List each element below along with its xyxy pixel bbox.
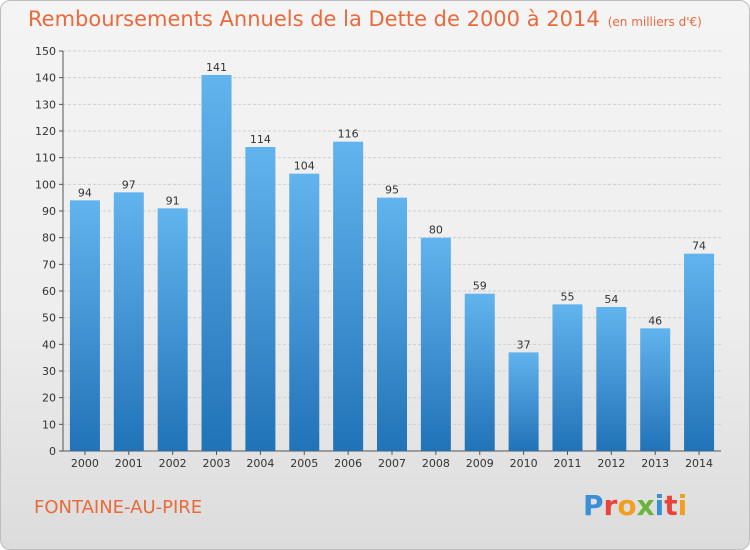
bar (289, 173, 320, 451)
bar (464, 293, 495, 451)
x-tick-label: 2014 (685, 457, 713, 470)
logo-letter: r (603, 489, 618, 522)
data-label: 116 (338, 128, 359, 141)
bar (596, 307, 627, 451)
x-tick-label: 2012 (597, 457, 625, 470)
chart-title-text: Remboursements Annuels de la Dette de 20… (28, 7, 600, 31)
bar (420, 237, 451, 451)
logo-letter: i (677, 489, 688, 522)
y-tick-label: 150 (35, 45, 56, 58)
x-tick-label: 2004 (246, 457, 274, 470)
logo-letter: i (654, 489, 665, 522)
bars (69, 75, 715, 452)
x-tick-label: 2003 (203, 457, 231, 470)
x-tick-label: 2007 (378, 457, 406, 470)
data-label: 91 (166, 194, 180, 207)
data-label: 104 (294, 160, 315, 173)
chart-subtitle: (en milliers d'€) (607, 15, 702, 29)
data-label: 95 (385, 184, 399, 197)
y-tick-label: 30 (42, 365, 56, 378)
proxiti-logo: Proxiti (583, 489, 687, 522)
data-label: 141 (206, 61, 227, 74)
data-label: 74 (692, 240, 706, 253)
y-tick-label: 20 (42, 392, 56, 405)
logo-letter: x (636, 489, 655, 522)
x-tick-label: 2001 (115, 457, 143, 470)
bar (157, 208, 188, 451)
y-tick-label: 50 (42, 312, 56, 325)
labels: 94 97 91 141 114 104 116 95 80 59 37 55 54 46 74 (78, 61, 706, 351)
data-label: 114 (250, 133, 271, 146)
data-label: 55 (560, 290, 574, 303)
x-tick-label: 2013 (641, 457, 669, 470)
x-tick-label: 2006 (334, 457, 362, 470)
y-tick-label: 110 (35, 152, 56, 165)
y-tick-label: 40 (42, 338, 56, 351)
y-tick-label: 10 (42, 418, 56, 431)
bar (640, 328, 671, 451)
y-tick-label: 120 (35, 125, 56, 138)
logo-letter: o (617, 489, 637, 522)
data-label: 97 (122, 178, 136, 191)
x-tick-label: 2000 (71, 457, 99, 470)
bar (69, 200, 100, 451)
bar (245, 147, 276, 451)
bar (684, 253, 715, 451)
bar (201, 75, 232, 451)
y-tick-label: 0 (49, 445, 56, 458)
axes: 0 10 20 30 40 50 60 70 80 90 100 110 120 130 140 150 200… (35, 45, 721, 470)
y-tick-label: 130 (35, 98, 56, 111)
commune-name: FONTAINE-AU-PIRE (34, 497, 203, 518)
y-tick-label: 90 (42, 205, 56, 218)
logo-letter: P (583, 489, 604, 522)
y-tick-label: 80 (42, 232, 56, 245)
x-tick-label: 2002 (159, 457, 187, 470)
y-tick-label: 140 (35, 72, 56, 85)
data-label: 46 (648, 314, 662, 327)
y-tick-label: 70 (42, 258, 56, 271)
bar (552, 304, 583, 451)
chart-title: Remboursements Annuels de la Dette de 20… (28, 7, 702, 31)
x-tick-label: 2009 (466, 457, 494, 470)
x-tick-label: 2008 (422, 457, 450, 470)
bar (113, 192, 144, 452)
y-tick-label: 60 (42, 285, 56, 298)
x-tick-label: 2005 (290, 457, 318, 470)
y-tick-label: 100 (35, 178, 56, 191)
x-tick-label: 2011 (553, 457, 581, 470)
logo-letter: t (664, 489, 678, 522)
bar (377, 197, 407, 451)
data-label: 54 (604, 293, 618, 306)
x-tick-label: 2010 (510, 457, 538, 470)
bar (333, 141, 364, 451)
data-label: 37 (517, 338, 531, 351)
data-label: 80 (429, 224, 443, 237)
data-label: 59 (473, 280, 487, 293)
bar (508, 352, 539, 451)
data-label: 94 (78, 186, 92, 199)
